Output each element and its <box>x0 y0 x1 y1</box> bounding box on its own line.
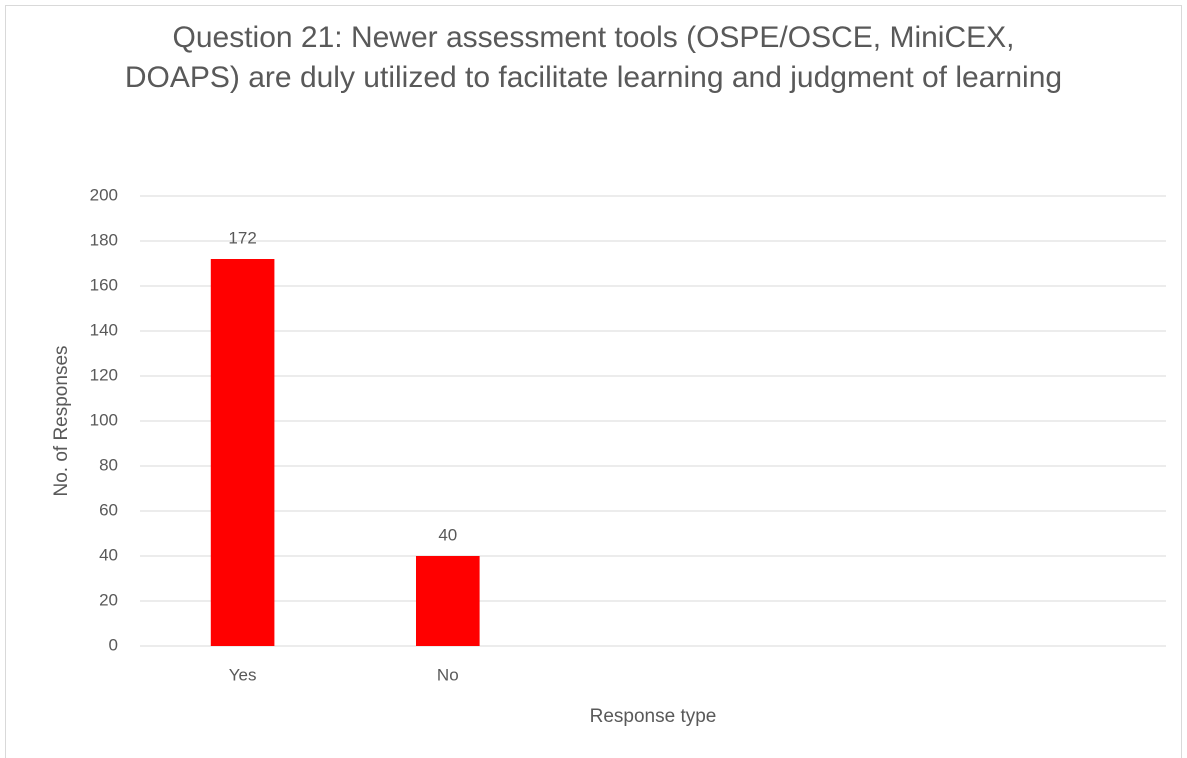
data-label: 40 <box>438 525 457 544</box>
bar <box>415 556 480 646</box>
x-axis-label: Response type <box>590 706 717 727</box>
data-label: 172 <box>228 228 256 247</box>
x-tick-label: No <box>437 665 459 684</box>
y-tick-label: 100 <box>90 410 118 429</box>
y-tick-label: 200 <box>90 185 118 204</box>
y-tick-label: 20 <box>99 590 118 609</box>
y-tick-label: 60 <box>99 500 118 519</box>
bar <box>210 259 275 646</box>
y-tick-label: 80 <box>99 455 118 474</box>
y-tick-label: 40 <box>99 545 118 564</box>
chart-border <box>5 5 1182 758</box>
y-tick-label: 180 <box>90 230 118 249</box>
y-tick-label: 160 <box>90 275 118 294</box>
y-tick-label: 120 <box>90 365 118 384</box>
chart-title: Question 21: Newer assessment tools (OSP… <box>124 21 1063 94</box>
x-tick-label: Yes <box>229 665 257 684</box>
y-axis-label: No. of Responses <box>51 345 72 496</box>
y-tick-label: 140 <box>90 320 118 339</box>
y-tick-label: 0 <box>109 635 118 654</box>
